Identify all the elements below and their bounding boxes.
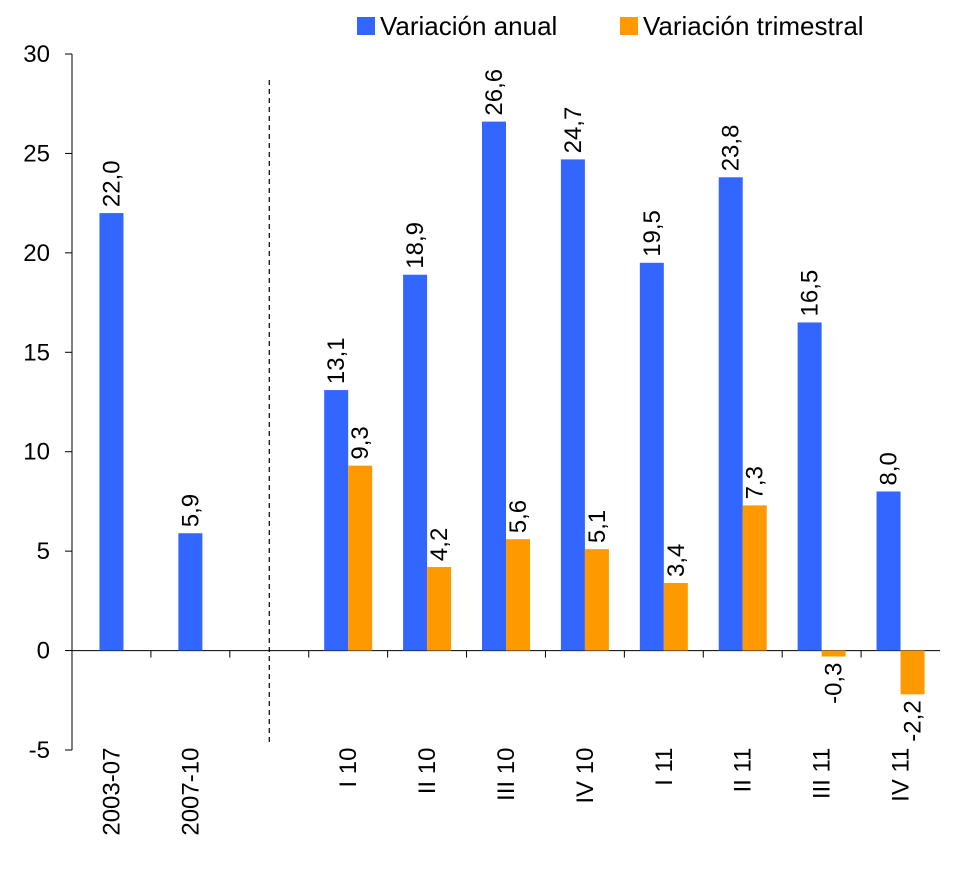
legend-swatch-trimestral: [620, 17, 638, 35]
bar-trimestral: [742, 505, 767, 651]
y-tick-label: 30: [23, 41, 50, 68]
x-category-label: I 10: [335, 748, 362, 788]
x-category-label: I 11: [651, 748, 678, 786]
y-tick-label: 0: [37, 638, 50, 665]
data-label-anual: 22,0: [98, 160, 125, 207]
bar-trimestral: [663, 582, 688, 651]
bar-anual: [797, 322, 822, 651]
x-category-label: III 10: [493, 748, 520, 801]
data-label-trimestral: 3,4: [663, 544, 690, 577]
data-label-trimestral: 5,6: [505, 500, 532, 533]
data-label-anual: 24,7: [560, 107, 587, 154]
data-label-trimestral: 7,3: [742, 466, 769, 499]
data-label-trimestral: 9,3: [347, 426, 374, 459]
y-tick-label: 15: [23, 339, 50, 366]
x-category-label: 2007-10: [177, 748, 204, 836]
data-label-trimestral: -0,3: [821, 663, 848, 704]
bar-anual: [324, 390, 349, 651]
y-tick-label: 20: [23, 240, 50, 267]
data-label-anual: 16,5: [797, 270, 824, 317]
data-label-anual: 5,9: [177, 494, 204, 527]
y-tick-label: -5: [29, 737, 50, 764]
x-category-label: IV 10: [572, 748, 599, 804]
y-tick-label: 10: [23, 439, 50, 466]
bar-anual: [876, 491, 901, 651]
data-label-trimestral: -2,2: [900, 700, 927, 741]
bar-anual: [639, 262, 664, 651]
data-label-anual: 19,5: [639, 210, 666, 257]
x-category-label: IV 11: [888, 748, 915, 802]
legend-label-trimestral: Variación trimestral: [643, 11, 864, 41]
data-label-trimestral: 4,2: [426, 528, 453, 561]
bar-trimestral: [506, 539, 530, 651]
y-tick-label: 5: [37, 538, 50, 565]
bar-trimestral: [900, 650, 925, 695]
x-category-label: III 11: [809, 748, 836, 800]
data-label-anual: 8,0: [876, 452, 903, 485]
bar-anual: [482, 121, 506, 651]
bar-anual: [178, 533, 203, 651]
bar-trimestral: [348, 465, 373, 651]
bar-trimestral: [427, 567, 452, 651]
data-label-anual: 23,8: [718, 125, 745, 172]
bar-anual: [718, 177, 743, 651]
bar-anual: [99, 213, 124, 651]
data-label-anual: 13,1: [323, 337, 350, 384]
bar-anual: [560, 159, 585, 651]
bar-trimestral: [584, 549, 609, 651]
x-category-label: II 10: [414, 748, 441, 795]
x-category-label: 2003-07: [98, 748, 125, 836]
x-category-label: II 11: [730, 748, 757, 793]
legend-swatch-anual: [357, 17, 375, 35]
legend-label-anual: Variación anual: [380, 11, 557, 41]
data-label-trimestral: 5,1: [584, 510, 611, 543]
bar-trimestral: [821, 650, 846, 657]
data-label-anual: 18,9: [402, 222, 429, 269]
y-tick-label: 25: [23, 140, 50, 167]
data-label-anual: 26,6: [481, 69, 508, 116]
bar-anual: [403, 274, 428, 651]
